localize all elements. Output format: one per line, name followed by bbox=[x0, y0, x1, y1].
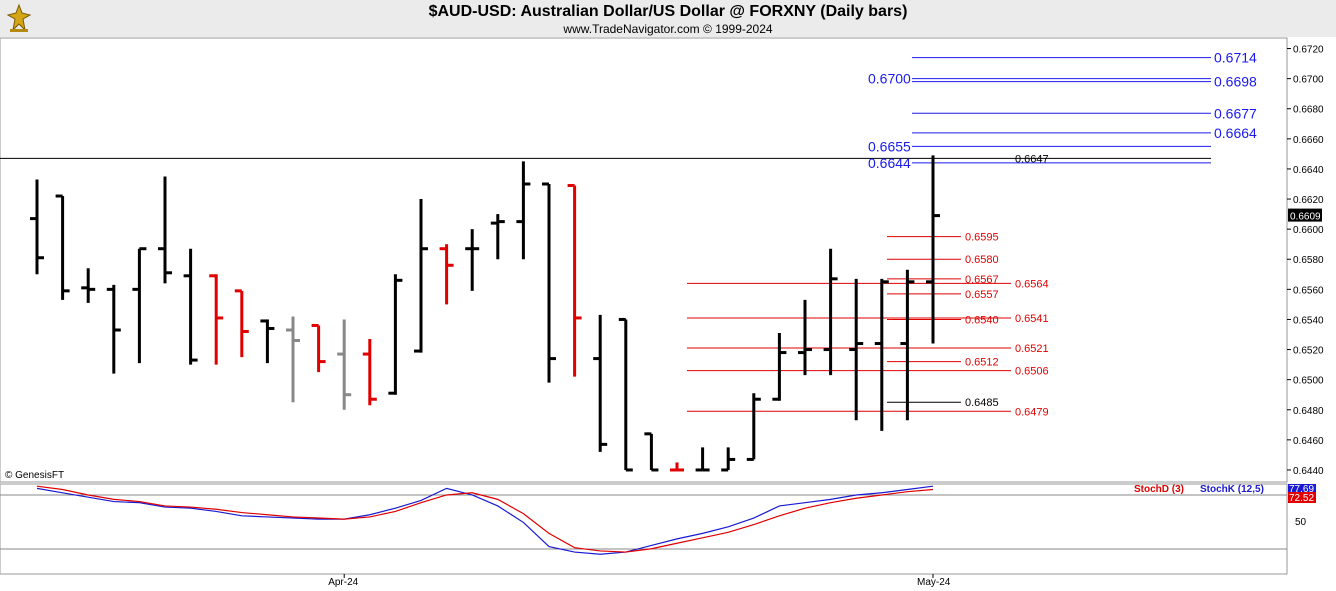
chart-subtitle: www.TradeNavigator.com © 1999-2024 bbox=[563, 22, 773, 36]
ohlc-bar bbox=[414, 199, 428, 353]
price-tick-label: 0.6640 bbox=[1293, 165, 1324, 176]
ohlc-bar bbox=[30, 179, 44, 275]
ohlc-bar bbox=[209, 274, 224, 365]
ohlc-bar bbox=[926, 155, 940, 344]
ohlc-bar bbox=[618, 317, 633, 472]
ohlc-bar bbox=[311, 323, 326, 373]
ohlc-bar bbox=[337, 319, 352, 410]
red-level-label: 0.6540 bbox=[965, 314, 999, 326]
ohlc-bar bbox=[234, 289, 249, 358]
stoch-tick-50: 50 bbox=[1295, 517, 1307, 528]
ohlc-bar bbox=[746, 393, 761, 461]
red-level-label: 0.6541 bbox=[1015, 313, 1049, 325]
price-tick-label: 0.6460 bbox=[1293, 436, 1324, 447]
price-tick-label: 0.6700 bbox=[1293, 75, 1324, 86]
ohlc-bar bbox=[849, 278, 864, 421]
last-price-box bbox=[1288, 208, 1322, 222]
stochk-legend: StochK (12,5) bbox=[1200, 484, 1264, 495]
ohlc-bar bbox=[874, 278, 889, 431]
chart-title: $AUD-USD: Australian Dollar/US Dollar @ … bbox=[428, 3, 908, 20]
ohlc-bar bbox=[644, 432, 659, 472]
stochd-legend: StochD (3) bbox=[1134, 484, 1184, 495]
price-bars bbox=[30, 155, 940, 472]
ohlc-bar bbox=[260, 319, 275, 364]
stochd-last-value: 72.52 bbox=[1289, 493, 1314, 504]
ohlc-bar bbox=[158, 176, 172, 284]
red-level-label: 0.6506 bbox=[1015, 366, 1049, 378]
ohlc-bar bbox=[900, 269, 915, 421]
red-level-label: 0.6567 bbox=[965, 274, 999, 286]
price-tick-label: 0.6480 bbox=[1293, 406, 1324, 417]
stoch-panel: StochD (3) StochK (12,5) 50 77.69 72.52 bbox=[0, 483, 1316, 575]
date-tick-label: May-24 bbox=[917, 577, 951, 588]
red-level-label: 0.6485 bbox=[965, 397, 999, 409]
price-tick-label: 0.6540 bbox=[1293, 315, 1324, 326]
date-tick-label: Apr-24 bbox=[328, 577, 358, 588]
blue-level-label: 0.6655 bbox=[868, 138, 911, 154]
ohlc-bar bbox=[823, 248, 838, 376]
price-tick-label: 0.6560 bbox=[1293, 285, 1324, 296]
red-level-label: 0.6479 bbox=[1015, 406, 1049, 418]
ohlc-bar bbox=[567, 183, 582, 377]
price-tick-label: 0.6520 bbox=[1293, 346, 1324, 357]
copyright-label: © GenesisFT bbox=[5, 470, 64, 481]
ohlc-bar bbox=[439, 244, 454, 305]
blue-level-label: 0.6714 bbox=[1214, 50, 1257, 66]
price-tick-label: 0.6660 bbox=[1293, 135, 1324, 146]
price-tick-label: 0.6580 bbox=[1293, 255, 1324, 266]
ohlc-bar bbox=[798, 299, 812, 376]
ohlc-bar bbox=[465, 229, 480, 291]
price-tick-label: 0.6680 bbox=[1293, 105, 1324, 116]
ohlc-bar bbox=[542, 182, 556, 383]
ohlc-bar bbox=[81, 268, 96, 303]
stoch-lines bbox=[36, 485, 934, 555]
ohlc-bar bbox=[593, 314, 608, 452]
ohlc-bar bbox=[55, 194, 70, 300]
red-level-label: 0.6557 bbox=[965, 289, 999, 301]
ohlc-bar bbox=[183, 248, 198, 365]
blue-level-label: 0.6700 bbox=[868, 71, 911, 87]
red-level-label: 0.6580 bbox=[965, 254, 999, 266]
ohlc-bar bbox=[695, 447, 710, 472]
blue-level-label: 0.6644 bbox=[868, 155, 911, 171]
red-level-label: 0.6521 bbox=[1015, 343, 1049, 355]
price-tick-label: 0.6620 bbox=[1293, 195, 1324, 206]
price-tick-label: 0.6440 bbox=[1293, 466, 1324, 477]
red-level-label: 0.6512 bbox=[965, 357, 999, 369]
blue-level-label: 0.6698 bbox=[1214, 74, 1257, 90]
red-level-label: 0.6564 bbox=[1015, 278, 1049, 290]
genesis-logo-icon bbox=[4, 3, 34, 34]
ohlc-bar bbox=[516, 161, 531, 260]
stochk-line bbox=[36, 485, 934, 555]
red-level-label: 0.6595 bbox=[965, 232, 999, 244]
ohlc-bar bbox=[132, 247, 147, 364]
ohlc-bar bbox=[106, 284, 121, 374]
price-panel-frame bbox=[0, 37, 1288, 483]
ohlc-bar bbox=[490, 214, 505, 260]
ohlc-bar bbox=[388, 274, 403, 395]
price-tick-label: 0.6720 bbox=[1293, 45, 1324, 56]
stochd-line bbox=[36, 485, 934, 553]
price-axis: 0.6720 0.6700 0.6680 0.6660 0.6640 0.6620 0.66… bbox=[1287, 45, 1324, 477]
ohlc-bar bbox=[772, 332, 787, 401]
stoch-last-values: 77.69 72.52 bbox=[1288, 484, 1316, 504]
chart-header: $AUD-USD: Australian Dollar/US Dollar @ … bbox=[0, 0, 1336, 37]
price-tick-label: 0.6500 bbox=[1293, 376, 1324, 387]
stoch-panel-frame bbox=[0, 483, 1288, 575]
blue-level-label: 0.6664 bbox=[1214, 125, 1257, 141]
price-panel: 0.6720 0.6700 0.6680 0.6660 0.6640 0.6620 0.66… bbox=[0, 37, 1324, 483]
date-axis: Apr-24 May-24 bbox=[328, 574, 951, 588]
stochk-last-value: 77.69 bbox=[1289, 484, 1314, 495]
ohlc-bar bbox=[721, 447, 736, 472]
resistance-line-label: 0.6647 bbox=[1015, 153, 1049, 165]
ohlc-bar bbox=[670, 462, 684, 472]
last-price-label: 0.6609 bbox=[1290, 212, 1321, 223]
fib-levels: 0.6647 0.6714 0.6700 0.6698 0.6677 0.6664 0.66… bbox=[0, 50, 1257, 418]
ohlc-bar bbox=[362, 339, 377, 406]
price-tick-label: 0.6600 bbox=[1293, 225, 1324, 236]
ohlc-bar bbox=[286, 316, 300, 403]
blue-level-label: 0.6677 bbox=[1214, 105, 1257, 121]
